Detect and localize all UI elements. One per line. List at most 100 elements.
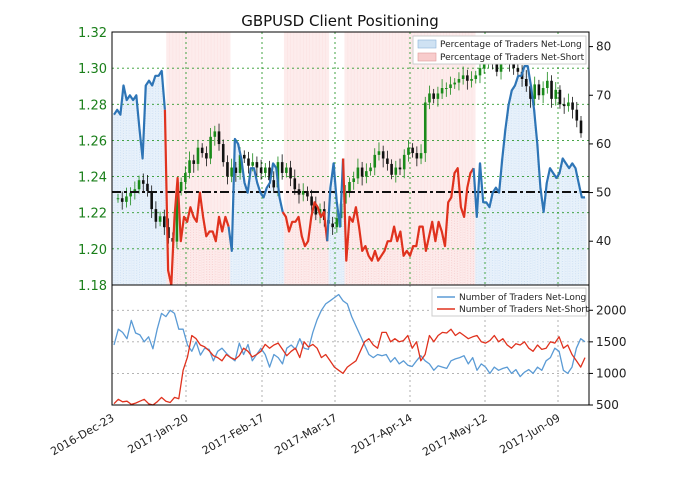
candle-body [331, 223, 334, 228]
price-tick-label: 1.18 [78, 279, 107, 294]
net-long-band [338, 226, 342, 285]
net-short-band [210, 32, 215, 285]
candle-body [377, 151, 381, 155]
candle-body [175, 191, 179, 242]
candle-body [150, 191, 153, 210]
net-short-band [382, 32, 387, 285]
candle-body [554, 89, 558, 99]
candle-body [432, 93, 435, 99]
candle-body [453, 82, 457, 85]
net-short-band [306, 32, 311, 285]
candle-body [571, 102, 574, 110]
candle-body [116, 198, 120, 200]
bottom-legend-box [431, 287, 587, 317]
top-panel: 1.32 1.30 1.28 1.26 1.24 1.22 1.20 1.18 80 70 60 5… [78, 26, 611, 294]
net-long-percentage-line [326, 158, 345, 242]
candle-body [461, 75, 465, 79]
candle-body [158, 216, 162, 222]
candle-body [562, 104, 566, 107]
net-long-band [497, 192, 501, 285]
net-short-count-line [113, 328, 586, 406]
net-long-band [245, 192, 250, 285]
date-tick-label: 2017-May-12 [420, 411, 489, 459]
candle-body [335, 218, 339, 228]
candle-body [141, 180, 145, 184]
net-long-band [529, 85, 533, 286]
net-short-percentage-line [281, 201, 329, 248]
candle-body [184, 172, 187, 182]
net-short-band [198, 32, 202, 285]
net-short-band [465, 32, 470, 285]
net-long-band [484, 202, 489, 285]
net-long-band [579, 197, 584, 285]
net-long-band [544, 182, 549, 285]
net-long-band [513, 85, 517, 286]
date-axis: 2016-Dec-23 2017-Jan-20 2017-Feb-17 2017-Ma… [48, 411, 562, 459]
positioning-bands [112, 32, 587, 286]
candle-body [356, 167, 360, 179]
net-long-band [277, 197, 282, 285]
net-short-band [182, 32, 186, 285]
candle-body [120, 198, 124, 202]
percent-tick-label: 60 [596, 137, 611, 151]
net-short-band [446, 32, 451, 285]
net-long-band [519, 75, 524, 286]
net-short-band [293, 32, 298, 285]
net-long-count-line [113, 293, 586, 378]
legend-net-long-label: Percentage of Traders Net-Long [440, 40, 582, 50]
net-long-band [516, 75, 521, 286]
candle-body [167, 227, 170, 239]
candle-body [255, 162, 259, 168]
candle-body [242, 154, 246, 159]
candle-body [217, 131, 221, 145]
price-tick-label: 1.28 [78, 98, 107, 113]
candle-body [575, 109, 579, 121]
candle-body [394, 167, 398, 175]
legend-net-short-label: Percentage of Traders Net-Short [440, 53, 585, 63]
candle-body [524, 78, 528, 87]
net-short-band [226, 32, 231, 285]
candle-body [499, 59, 503, 72]
net-long-band [481, 202, 486, 285]
candle-body [541, 88, 545, 96]
candle-body [348, 181, 351, 193]
percentage-lines [113, 65, 585, 287]
legend-net-short-swatch [417, 52, 437, 62]
candle-body [221, 144, 225, 163]
candle-body [428, 93, 431, 103]
candle-body [129, 192, 132, 197]
net-long-band [147, 80, 151, 286]
net-short-band [166, 32, 170, 285]
percent-tick-label: 70 [596, 88, 611, 102]
candle-body [390, 163, 393, 175]
net-short-band [439, 32, 444, 285]
net-long-band [156, 75, 161, 286]
net-long-band [134, 95, 139, 285]
net-long-band [538, 187, 543, 285]
candle-body [445, 88, 448, 90]
candle-body [200, 147, 204, 154]
net-long-band [494, 187, 498, 285]
candle-body [419, 153, 423, 159]
candle-body [125, 196, 128, 202]
candle-body [381, 151, 385, 159]
net-short-band [357, 32, 361, 285]
candle-body [196, 147, 200, 164]
candle-body [247, 158, 250, 166]
net-short-band [369, 32, 374, 285]
net-short-band [325, 32, 330, 285]
net-short-band [430, 32, 435, 285]
percent-tick-label: 50 [596, 186, 611, 200]
candle-body [495, 62, 499, 72]
candle-body [146, 183, 149, 192]
count-tick-label: 1000 [596, 366, 627, 380]
candle-body [289, 167, 292, 179]
candle-body [546, 80, 549, 89]
net-short-band [223, 32, 228, 285]
net-long-band [150, 85, 155, 286]
price-tick-label: 1.26 [78, 134, 107, 149]
net-short-band [309, 32, 314, 285]
net-short-band [287, 32, 291, 285]
net-short-band [376, 32, 381, 285]
candle-body [537, 84, 541, 96]
